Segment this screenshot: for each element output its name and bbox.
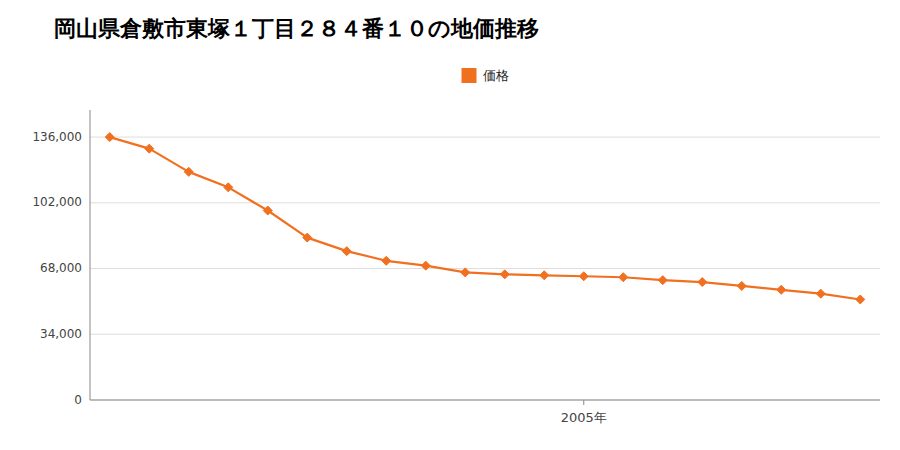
plot-data [105,133,865,304]
chart-container: 0 34,000 68,000 102,000 136,000 2005年 岡山県倉敷市東塚… [0,0,900,450]
series-marker [658,276,667,285]
y-tick-label: 34,000 [40,327,82,341]
series-marker [619,273,628,282]
series-marker [263,206,272,215]
legend: 価格 [462,68,509,84]
grid-line [90,137,880,138]
grid-line [90,268,880,269]
x-axis: 2005年 [561,400,607,425]
series-marker [737,281,746,290]
legend-swatch [462,68,477,83]
y-tick-label: 102,000 [32,195,82,209]
chart-title: 岡山県倉敷市東塚１丁目２８４番１０の地価推移 [54,16,539,41]
y-axis-line [90,110,91,400]
series-marker [579,272,588,281]
legend-item: 価格 [462,68,509,84]
series-marker [698,278,707,287]
series-marker [382,256,391,265]
series-marker [856,295,865,304]
grid-line [90,202,880,203]
series-line [110,137,861,299]
x-tick-label: 2005年 [561,410,607,425]
chart-svg: 0 34,000 68,000 102,000 136,000 2005年 岡山県倉敷市東塚… [0,0,900,450]
y-tick-label: 136,000 [32,130,82,144]
series-marker [184,167,193,176]
series-marker [421,261,430,270]
series-marker [105,133,114,142]
grid-line [90,400,880,401]
grid-line [90,334,880,335]
x-axis-line [90,400,880,401]
series-marker [816,289,825,298]
series-marker [145,144,154,153]
legend-label: 価格 [483,68,509,83]
y-axis: 0 34,000 68,000 102,000 136,000 [32,130,880,407]
x-tick [583,400,584,405]
series-marker [540,271,549,280]
y-tick-label: 68,000 [40,261,82,275]
series-marker [303,233,312,242]
series-marker [500,270,509,279]
series-marker [342,247,351,256]
y-tick-label: 0 [74,393,82,407]
series-marker [777,285,786,294]
series-marker [224,183,233,192]
series-marker [461,268,470,277]
